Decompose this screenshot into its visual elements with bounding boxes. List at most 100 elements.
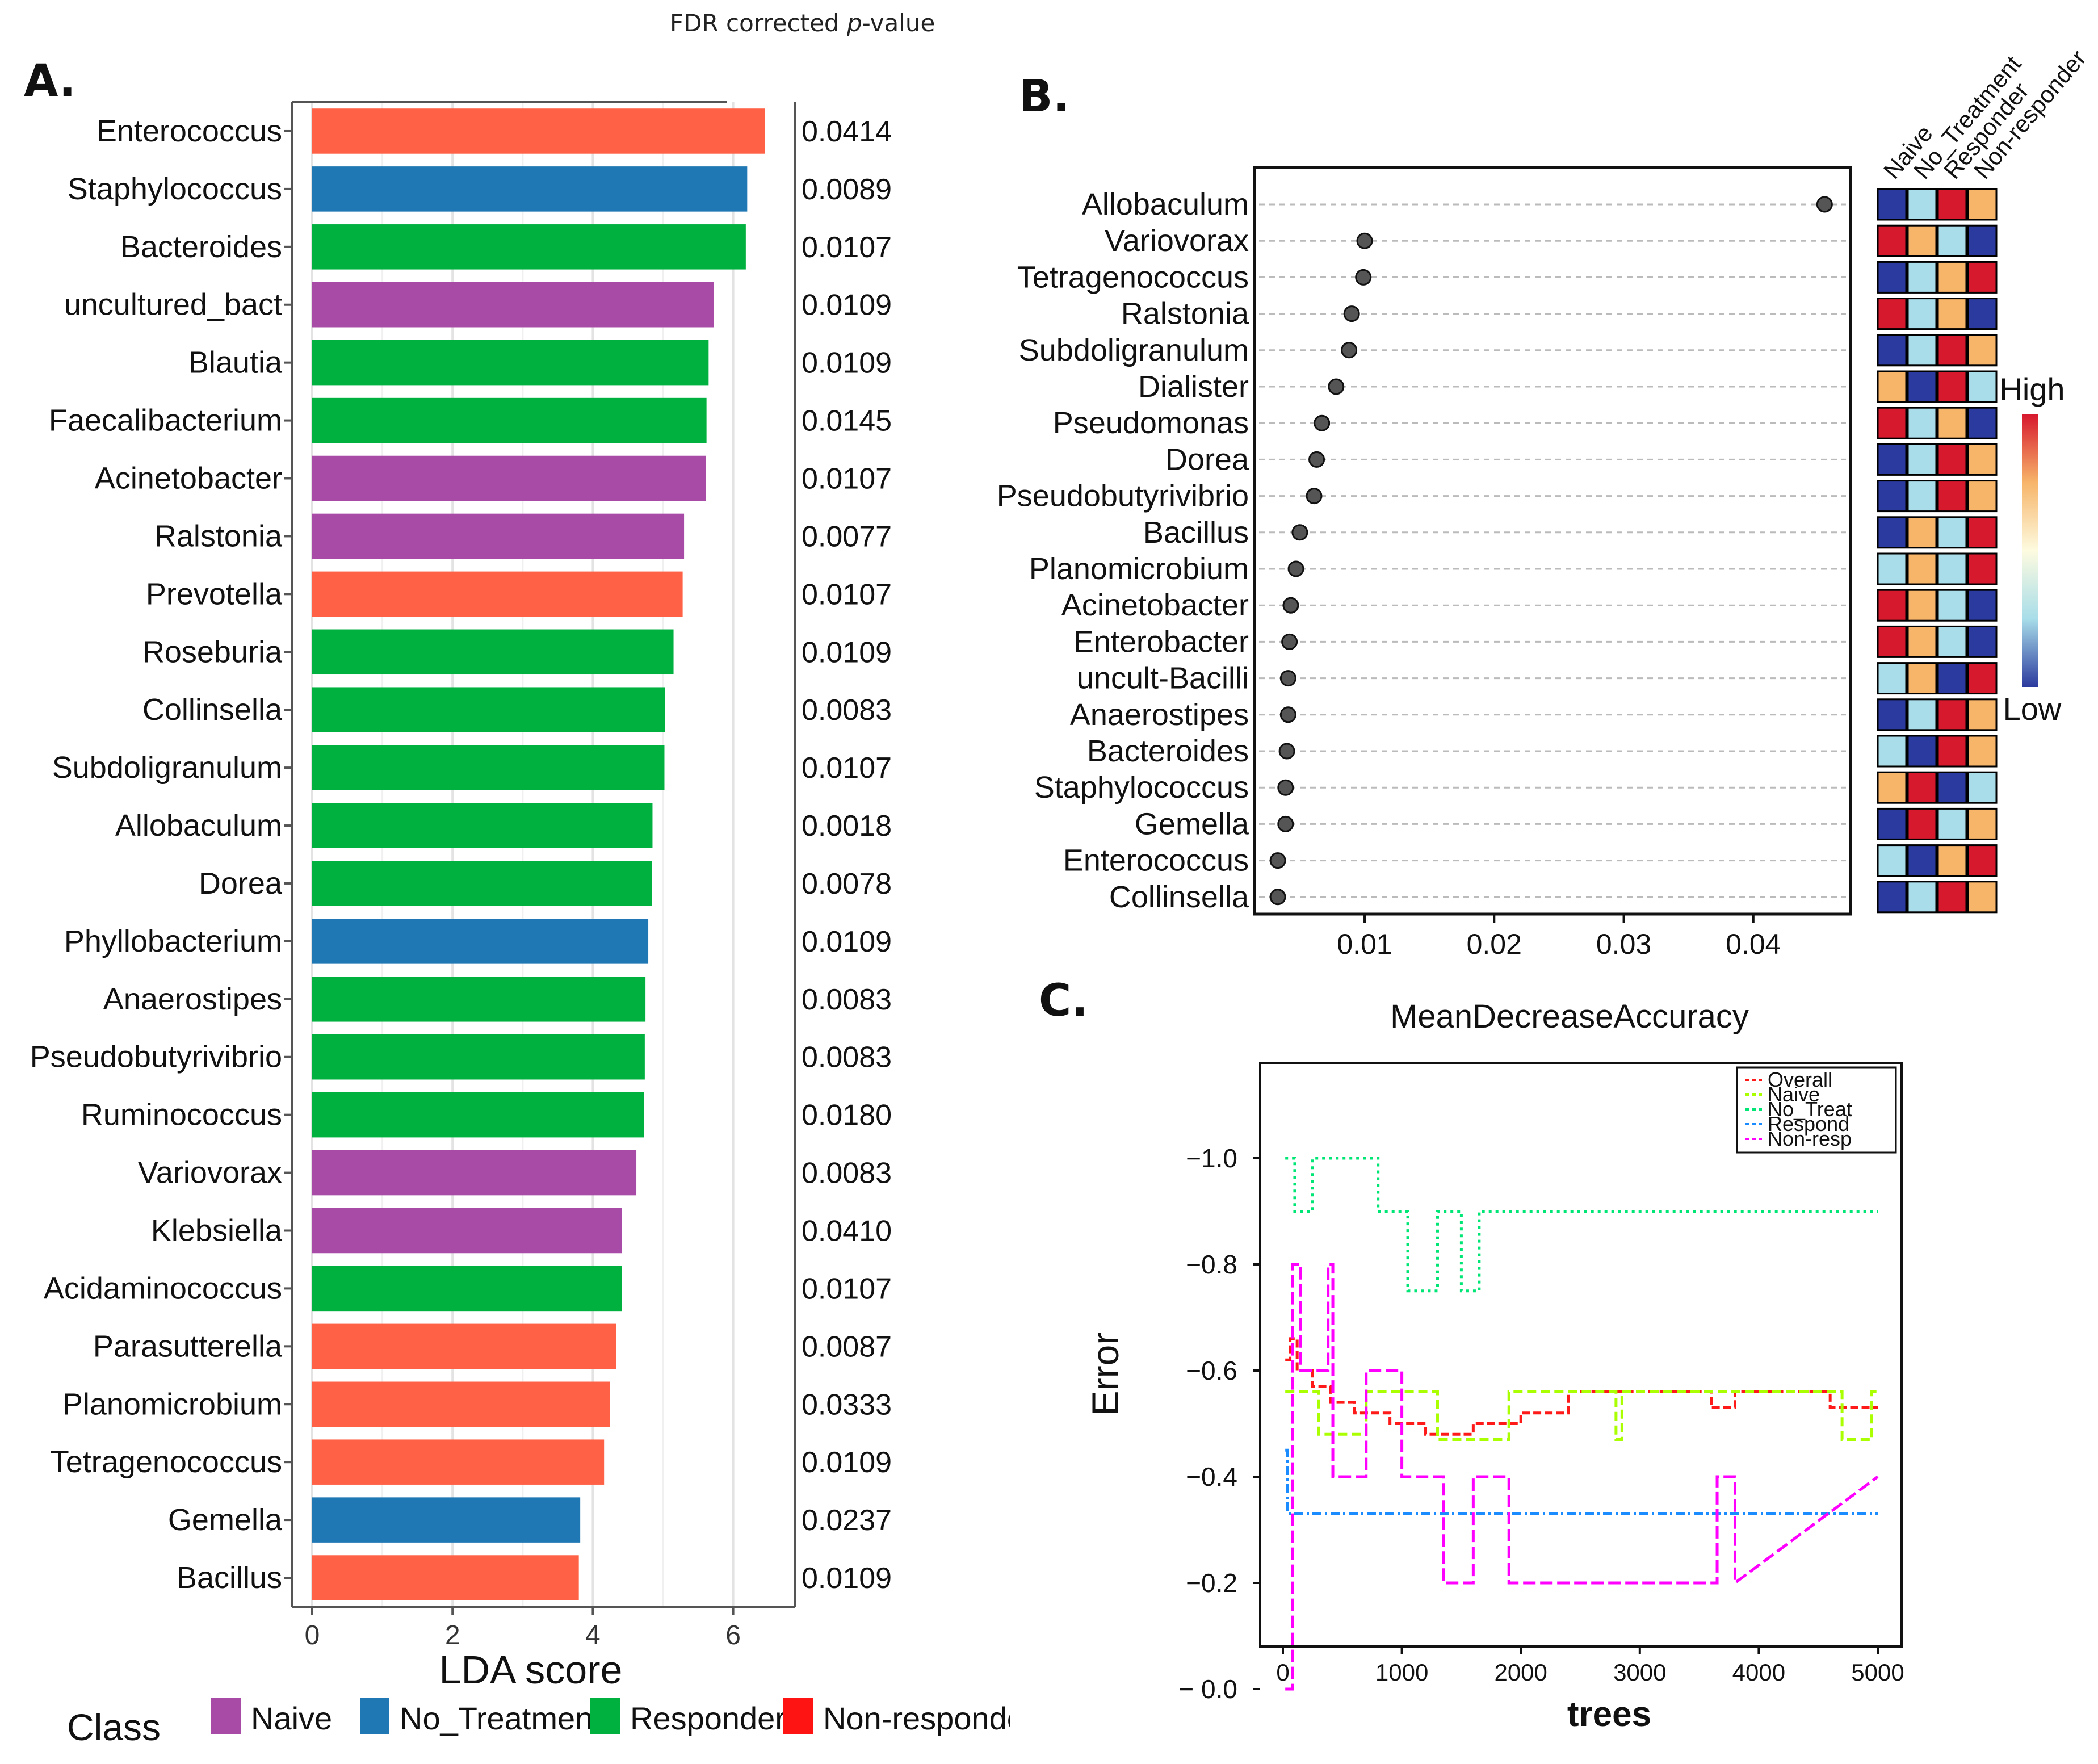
heatmap-cell bbox=[1967, 443, 1998, 476]
heatmap-cell bbox=[1907, 625, 1937, 658]
bar-allobaculum bbox=[312, 803, 653, 848]
heatmap-cell bbox=[1967, 735, 1998, 768]
y-tick-label: Bacillus bbox=[177, 1561, 282, 1595]
heatmap-cell bbox=[1907, 298, 1937, 330]
x-tick-label: 5000 bbox=[1851, 1659, 1904, 1686]
legend-title: Class bbox=[67, 1706, 161, 1748]
heatmap-cell bbox=[1907, 589, 1937, 622]
plot-area-b bbox=[1253, 166, 1852, 916]
y-tick-label: −0.4 bbox=[1186, 1462, 1237, 1491]
fdr-pvalue-label: 0.0107 bbox=[802, 752, 892, 785]
heatmap-cell bbox=[1907, 480, 1937, 513]
heatmap-cell bbox=[1967, 662, 1998, 695]
heatmap-cell bbox=[1967, 480, 1998, 513]
y-tick-label: Staphylococcus bbox=[68, 172, 282, 206]
dot-variovorax bbox=[1356, 232, 1373, 249]
bar-pseudobutyrivibrio bbox=[312, 1034, 645, 1080]
y-tick-label: Bacteroides bbox=[120, 230, 282, 264]
y-tick-label: uncult-Bacilli bbox=[1077, 661, 1249, 695]
dot-planomicrobium bbox=[1287, 560, 1304, 577]
x-tick-label: 0 bbox=[305, 1620, 320, 1650]
y-tick-label: Enterococcus bbox=[96, 114, 282, 148]
bar-roseburia bbox=[312, 629, 674, 675]
heatmap-cell bbox=[1937, 261, 1967, 294]
fdr-pvalue-label: 0.0107 bbox=[802, 1272, 892, 1305]
bar-bacillus bbox=[312, 1555, 579, 1600]
y-tick-label: Collinsella bbox=[1109, 880, 1249, 914]
fdr-pvalue-label: 0.0145 bbox=[802, 405, 892, 438]
legend-label: Naive bbox=[251, 1700, 332, 1736]
heatmap-cell bbox=[1907, 224, 1937, 257]
plot-area-c bbox=[1259, 1062, 1903, 1648]
heatmap-cell bbox=[1967, 589, 1998, 622]
heatmap-cell bbox=[1937, 698, 1967, 731]
dot-gemella bbox=[1277, 815, 1294, 832]
heatmap-cell bbox=[1967, 771, 1998, 804]
bar-subdoligranulum bbox=[312, 745, 665, 790]
x-tick-label: 6 bbox=[725, 1620, 741, 1650]
y-tick-label: Enterobacter bbox=[1073, 625, 1249, 659]
heatmap-cell bbox=[1937, 370, 1967, 403]
y-tick-label: Subdoligranulum bbox=[52, 751, 282, 785]
x-tick-label: 0.01 bbox=[1337, 928, 1392, 960]
heatmap-cell bbox=[1937, 407, 1967, 439]
fdr-title: FDR corrected p-value bbox=[670, 9, 935, 37]
legend-label: No_Treat bbox=[1768, 1097, 1852, 1121]
legend-box bbox=[1736, 1066, 1897, 1154]
heatmap-cell bbox=[1907, 261, 1937, 294]
bar-planomicrobium bbox=[312, 1381, 610, 1427]
dot-bacteroides bbox=[1278, 743, 1295, 760]
fdr-pvalue-label: 0.0109 bbox=[802, 289, 892, 322]
series-line-non-resp bbox=[1285, 1263, 1879, 1691]
bar-parasutterella bbox=[312, 1323, 616, 1369]
y-tick-label: Enterococcus bbox=[1063, 844, 1249, 878]
dot-subdoligranulum bbox=[1341, 342, 1358, 359]
bar-ralstonia bbox=[312, 513, 685, 559]
x-tick-label: 0.02 bbox=[1467, 928, 1522, 960]
heatmap-cell bbox=[1907, 334, 1937, 367]
error-vs-trees-chart: −1.0 −0.8 −0.6 −0.4 −0.2 − 0.0 Error 0 1000 2000 3… bbox=[1084, 1062, 1904, 1734]
fdr-pvalue-label: 0.0077 bbox=[802, 520, 892, 553]
y-tick-label: uncultured_bact bbox=[64, 288, 282, 322]
y-tick-label: Anaerostipes bbox=[1070, 698, 1249, 732]
y-tick-label: Dialister bbox=[1138, 370, 1249, 404]
heatmap-cell bbox=[1877, 625, 1907, 658]
dot-collinsella bbox=[1269, 889, 1286, 906]
heatmap-cell bbox=[1937, 881, 1967, 914]
fdr-pvalue-label: 0.0078 bbox=[802, 868, 892, 900]
y-tick-label: Dorea bbox=[1165, 442, 1249, 476]
heatmap-cell bbox=[1937, 552, 1967, 585]
bar-collinsella bbox=[312, 687, 665, 732]
bar-enterococcus bbox=[312, 108, 765, 154]
heatmap-cell bbox=[1937, 443, 1967, 476]
heatmap-cell bbox=[1937, 188, 1967, 221]
y-tick-label: Bacteroides bbox=[1087, 734, 1249, 768]
series-line-naive bbox=[1285, 1390, 1878, 1442]
bar-phyllobacterium bbox=[312, 919, 649, 964]
fdr-pvalue-label: 0.0410 bbox=[802, 1215, 892, 1248]
x-tick-label: 0.03 bbox=[1596, 928, 1651, 960]
y-axis-title-c: Error bbox=[1084, 1333, 1126, 1416]
y-tick-label: −0.8 bbox=[1186, 1250, 1237, 1279]
y-tick-label: Pseudomonas bbox=[1053, 406, 1249, 440]
bar-variovorax bbox=[312, 1150, 637, 1196]
legend-label: Responder bbox=[630, 1700, 786, 1736]
legend-label: Respond bbox=[1768, 1112, 1849, 1136]
fdr-pvalue-label: 0.0107 bbox=[802, 578, 892, 611]
series-line-respond bbox=[1285, 1448, 1878, 1515]
heatmap-cell bbox=[1907, 844, 1937, 877]
fdr-pvalue-label: 0.0083 bbox=[802, 1041, 892, 1074]
panel-label-c: C. bbox=[1039, 975, 1088, 1026]
y-tick-label: −0.2 bbox=[1186, 1568, 1237, 1598]
fdr-pvalue-label: 0.0083 bbox=[802, 983, 892, 1016]
y-tick-label: Phyllobacterium bbox=[64, 924, 282, 958]
panel-label-a: A. bbox=[24, 56, 76, 107]
y-tick-label: Ruminococcus bbox=[81, 1098, 282, 1132]
legend-label: No_Treatment bbox=[400, 1700, 602, 1736]
heatmap-cell bbox=[1877, 443, 1907, 476]
heatmap-cell bbox=[1907, 807, 1937, 840]
legend-swatch bbox=[590, 1698, 620, 1734]
dot-acinetobacter bbox=[1282, 597, 1299, 614]
heatmap-cell bbox=[1967, 844, 1998, 877]
